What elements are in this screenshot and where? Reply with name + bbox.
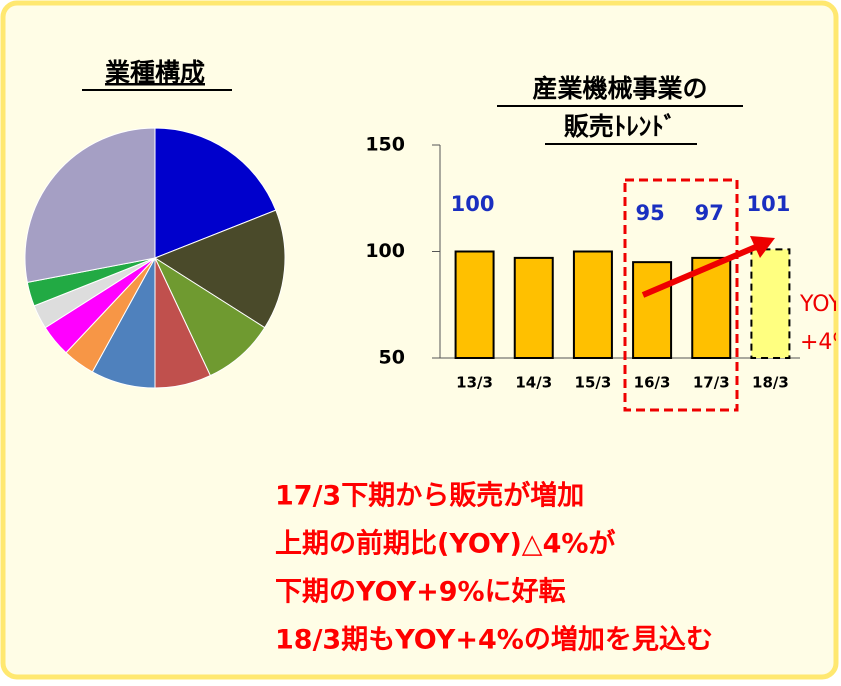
x-tick-label: 17/3 <box>693 374 730 392</box>
x-tick-label: 14/3 <box>515 374 552 392</box>
annotation: +4% <box>800 330 841 355</box>
pie-slice <box>153 209 286 329</box>
bar <box>632 261 673 359</box>
x-tick-label: 16/3 <box>634 374 671 392</box>
message-line: 17/3下期から販売が増加 <box>275 480 584 512</box>
message-line: 上期の前期比(YOY)△4%が <box>275 528 615 560</box>
y-tick-label: 150 <box>365 134 405 156</box>
y-tick-label: 50 <box>379 347 405 369</box>
pie-slice <box>154 127 277 259</box>
x-tick-label: 13/3 <box>456 374 493 392</box>
arrow-head <box>750 236 775 258</box>
bar-title: 販売ﾄﾚﾝﾄﾞ <box>564 112 677 141</box>
bar <box>572 250 613 359</box>
bar <box>454 250 495 359</box>
message-line: 下期のYOY+9%に好転 <box>275 577 566 608</box>
pie-slice <box>24 127 156 283</box>
bar <box>750 248 791 359</box>
x-tick-label: 15/3 <box>575 374 612 392</box>
message-line: 18/3期もYOY+4%の増加を見込む <box>275 624 713 656</box>
pie-title: 業種構成 <box>105 58 205 87</box>
bar <box>513 256 554 360</box>
arrow <box>641 243 760 298</box>
annotation: YOY <box>799 292 841 317</box>
highlight-box <box>623 178 739 412</box>
value-label: 95 <box>635 201 664 225</box>
charts: 50 100 150 13/3 100 14/3 15/3 16/3 95 17/3 97 18/3 1… <box>24 127 841 656</box>
x-tick-label: 18/3 <box>752 374 789 392</box>
value-label: 100 <box>451 192 495 216</box>
bar-title: 産業機械事業の <box>532 74 707 103</box>
y-tick-label: 100 <box>365 240 405 262</box>
value-label: 97 <box>695 201 724 225</box>
value-label: 101 <box>746 192 790 216</box>
